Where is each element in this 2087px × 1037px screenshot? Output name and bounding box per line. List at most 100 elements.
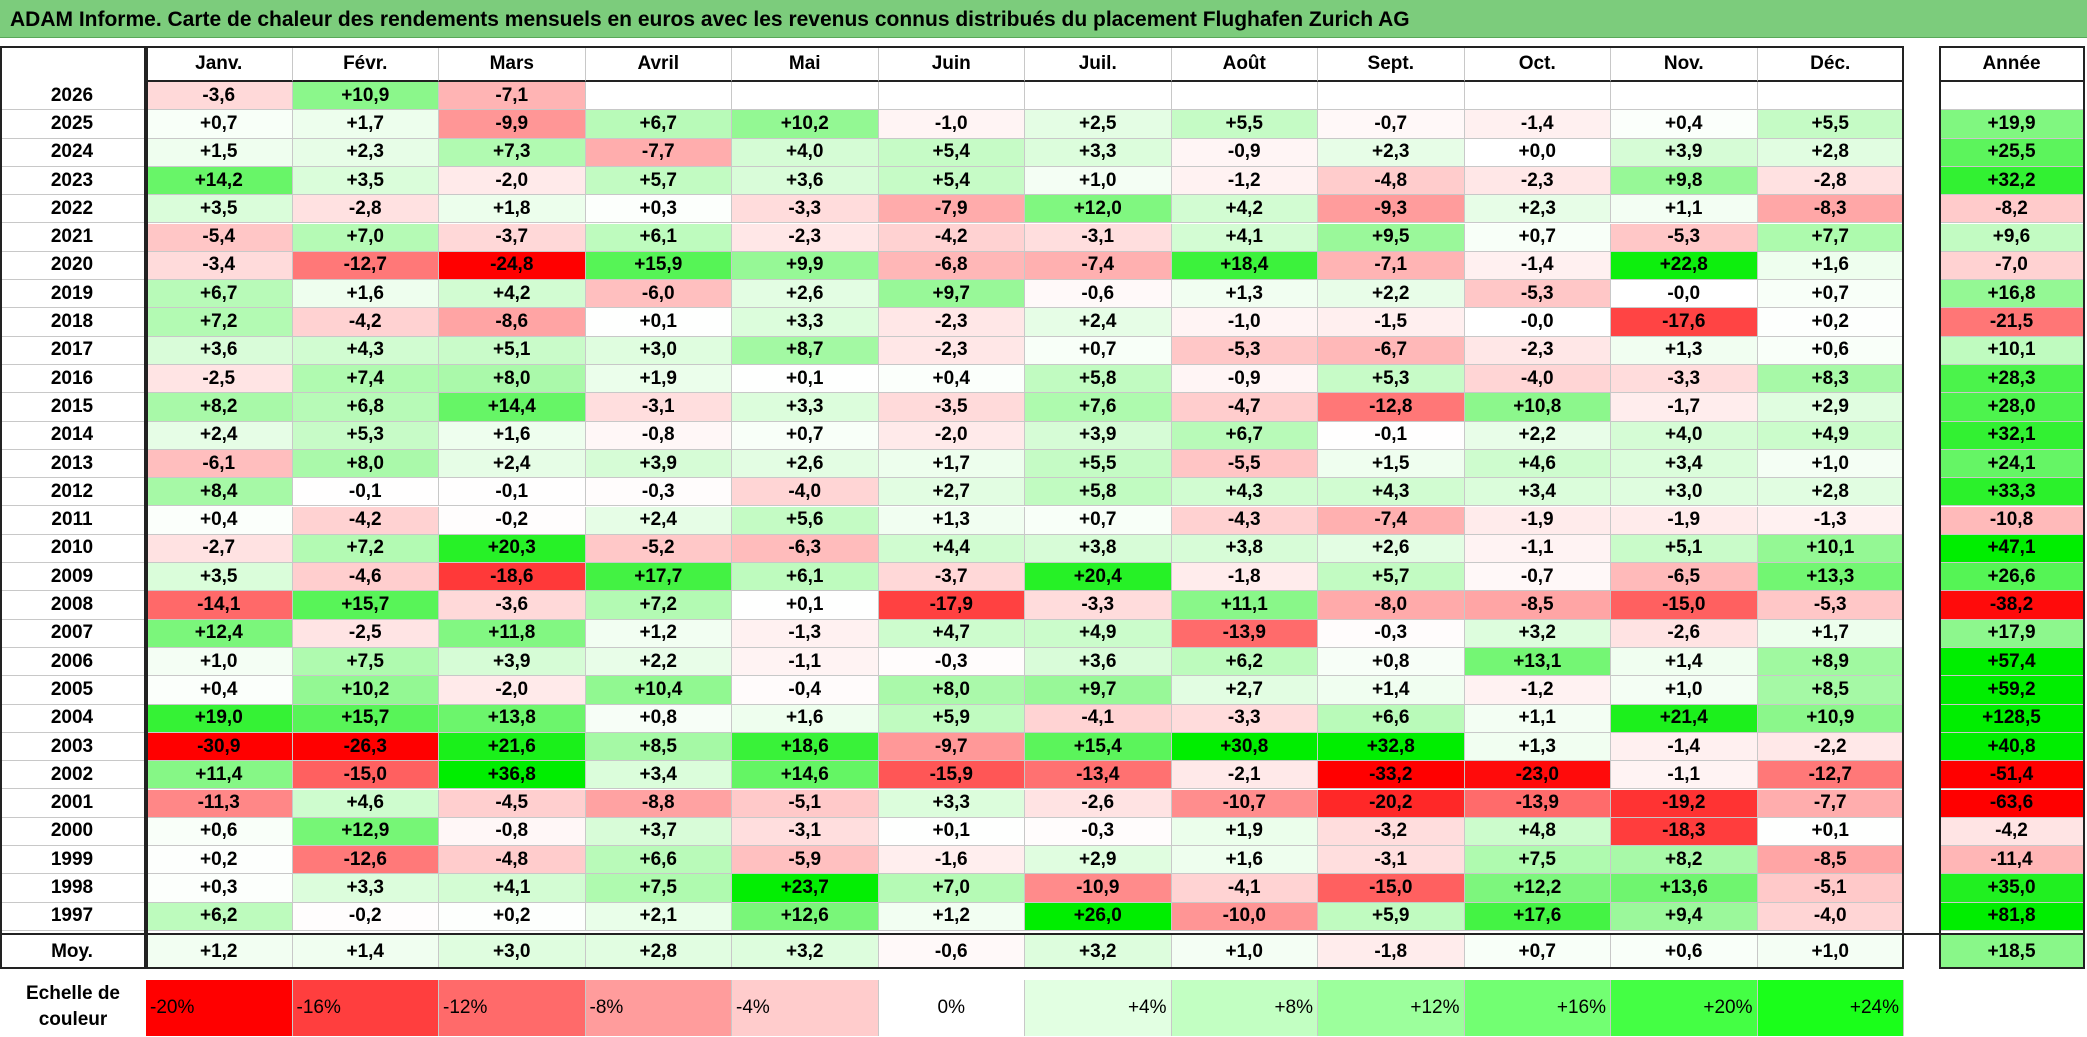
annual-cell: +9,6: [1939, 223, 2085, 252]
heatmap-cell: +5,8: [1025, 478, 1172, 507]
heatmap-cell: +0,8: [585, 704, 732, 733]
heatmap-cell: +1,9: [585, 365, 732, 394]
heatmap-cell: +5,6: [732, 506, 879, 535]
heatmap-cell: +7,5: [292, 648, 439, 677]
heatmap-cell: -7,7: [585, 138, 732, 167]
heatmap-cell: -19,2: [1611, 789, 1758, 818]
heatmap-cell: +8,5: [585, 732, 732, 762]
year-label: 2012: [0, 478, 146, 507]
heatmap-cell: -3,3: [1025, 591, 1172, 620]
heatmap-cell: +7,2: [146, 308, 293, 337]
heatmap-cell: +0,3: [146, 874, 293, 903]
heatmap-cell: -3,2: [1318, 817, 1465, 847]
heatmap-cell: +6,8: [292, 393, 439, 422]
heatmap-cell: +0,4: [878, 365, 1025, 394]
year-label: 1998: [0, 874, 146, 903]
heatmap-cell: -4,5: [439, 789, 586, 818]
heatmap-cell: -0,1: [292, 478, 439, 507]
heatmap-cell: -8,5: [1464, 591, 1611, 620]
color-scale-step: +8%: [1171, 980, 1318, 1036]
heatmap-cell: -2,3: [878, 336, 1025, 365]
year-label: 2005: [0, 676, 146, 705]
heatmap-cell: -1,9: [1611, 506, 1758, 535]
year-total-header: Année: [1939, 46, 2085, 82]
heatmap-cell: +10,2: [732, 110, 879, 139]
heatmap-cell: +0,2: [1757, 308, 1904, 337]
heatmap-cell: +14,2: [146, 166, 293, 196]
heatmap-cell: +12,9: [292, 817, 439, 847]
year-label: 2003: [0, 732, 146, 762]
heatmap-cell: -20,2: [1318, 789, 1465, 818]
heatmap-cell: +1,4: [1611, 648, 1758, 677]
heatmap-cell: +6,1: [585, 223, 732, 252]
annual-cell: +10,1: [1939, 336, 2085, 365]
heatmap-cell: -5,3: [1171, 336, 1318, 365]
annual-cell: -8,2: [1939, 195, 2085, 224]
month-header-4: Avril: [585, 46, 732, 82]
average-cell: +1,0: [1757, 935, 1904, 969]
month-header-10: Oct.: [1464, 46, 1611, 82]
color-scale-step: -20%: [146, 980, 293, 1036]
heatmap-cell: -1,2: [1171, 166, 1318, 196]
heatmap-cell: +10,8: [1464, 393, 1611, 422]
color-scale-step: +12%: [1318, 980, 1465, 1036]
heatmap-cell: +6,1: [732, 563, 879, 592]
average-label: Moy.: [0, 935, 146, 969]
heatmap-cell: -3,5: [878, 393, 1025, 422]
heatmap-cell: +7,2: [585, 591, 732, 620]
heatmap-cell: +20,4: [1025, 563, 1172, 592]
average-cell: +1,0: [1171, 935, 1318, 969]
month-header-7: Juil.: [1025, 46, 1172, 82]
heatmap-cell: +30,8: [1171, 732, 1318, 762]
heatmap-cell: +11,8: [439, 619, 586, 648]
heatmap-cell: +3,7: [585, 817, 732, 847]
heatmap-cell: -9,3: [1318, 195, 1465, 224]
heatmap-cell: +2,6: [1318, 534, 1465, 564]
year-label: 2001: [0, 789, 146, 818]
heatmap-cell: -4,0: [732, 478, 879, 507]
annual-cell: +128,5: [1939, 704, 2085, 733]
heatmap-cell: +0,1: [585, 308, 732, 337]
heatmap-cell: -6,7: [1318, 336, 1465, 365]
heatmap-cell: -5,9: [732, 846, 879, 875]
heatmap-cell: -26,3: [292, 732, 439, 762]
heatmap-cell: +15,4: [1025, 732, 1172, 762]
average-cell: +3,2: [732, 935, 879, 969]
heatmap-cell: +2,9: [1025, 846, 1172, 875]
heatmap-cell: -4,3: [1171, 506, 1318, 535]
heatmap-cell: -0,8: [439, 817, 586, 847]
annual-cell: +24,1: [1939, 449, 2085, 479]
heatmap-cell: -1,9: [1464, 506, 1611, 535]
heatmap-cell: +0,2: [439, 902, 586, 931]
color-scale-step: +16%: [1464, 980, 1611, 1036]
heatmap-cell: +5,9: [1318, 902, 1465, 931]
annual-cell: +59,2: [1939, 676, 2085, 705]
annual-cell: -10,8: [1939, 506, 2085, 535]
heatmap-cell: +3,3: [732, 308, 879, 337]
heatmap-cell: +21,6: [439, 732, 586, 762]
heatmap-cell: +2,5: [1025, 110, 1172, 139]
heatmap-cell: +1,6: [732, 704, 879, 733]
heatmap-cell: +0,8: [1318, 648, 1465, 677]
heatmap-cell: -18,6: [439, 563, 586, 592]
heatmap-cell: +8,9: [1757, 648, 1904, 677]
heatmap-cell: -13,9: [1464, 789, 1611, 818]
heatmap-cell: +8,7: [732, 336, 879, 365]
heatmap-cell: +10,4: [585, 676, 732, 705]
heatmap-cell: +2,6: [732, 449, 879, 479]
heatmap-cell: +1,5: [146, 138, 293, 167]
heatmap-cell: -1,8: [1171, 563, 1318, 592]
heatmap-cell: +2,4: [146, 421, 293, 450]
heatmap-cell: +6,6: [585, 846, 732, 875]
heatmap-cell: -1,1: [732, 648, 879, 677]
heatmap-cell: -5,3: [1757, 591, 1904, 620]
heatmap-cell: +3,4: [1611, 449, 1758, 479]
heatmap-cell: +4,7: [878, 619, 1025, 648]
heatmap-cell: +1,4: [1318, 676, 1465, 705]
heatmap-cell: +3,2: [1464, 619, 1611, 648]
heatmap-cell: -2,8: [292, 195, 439, 224]
heatmap-cell: +0,4: [146, 506, 293, 535]
month-header-1: Janv.: [146, 46, 293, 82]
heatmap-cell: +2,9: [1757, 393, 1904, 422]
heatmap-cell: +4,2: [439, 280, 586, 309]
